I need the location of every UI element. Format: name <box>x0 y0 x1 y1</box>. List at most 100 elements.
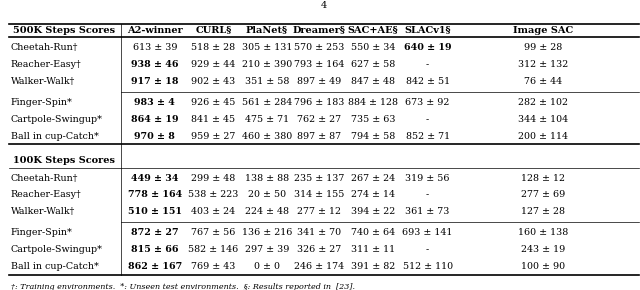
Text: 847 ± 48: 847 ± 48 <box>351 77 395 86</box>
Text: 274 ± 14: 274 ± 14 <box>351 191 395 200</box>
Text: Dreamer§: Dreamer§ <box>293 26 346 35</box>
Text: 311 ± 11: 311 ± 11 <box>351 245 395 254</box>
Text: -: - <box>426 245 429 254</box>
Text: 297 ± 39: 297 ± 39 <box>245 245 289 254</box>
Text: 841 ± 45: 841 ± 45 <box>191 115 236 124</box>
Text: 403 ± 24: 403 ± 24 <box>191 207 236 216</box>
Text: 561 ± 284: 561 ± 284 <box>242 98 292 107</box>
Text: Ball in cup-Catch*: Ball in cup-Catch* <box>11 132 99 141</box>
Text: 735 ± 63: 735 ± 63 <box>351 115 395 124</box>
Text: 500K Steps Scores: 500K Steps Scores <box>13 26 115 35</box>
Text: 224 ± 48: 224 ± 48 <box>245 207 289 216</box>
Text: 312 ± 132: 312 ± 132 <box>518 60 568 69</box>
Text: 852 ± 71: 852 ± 71 <box>406 132 450 141</box>
Text: Finger-Spin*: Finger-Spin* <box>11 229 72 238</box>
Text: 767 ± 56: 767 ± 56 <box>191 229 236 238</box>
Text: 793 ± 164: 793 ± 164 <box>294 60 344 69</box>
Text: 391 ± 82: 391 ± 82 <box>351 262 395 271</box>
Text: 897 ± 87: 897 ± 87 <box>297 132 341 141</box>
Text: 512 ± 110: 512 ± 110 <box>403 262 452 271</box>
Text: 319 ± 56: 319 ± 56 <box>405 173 450 182</box>
Text: 864 ± 19: 864 ± 19 <box>131 115 179 124</box>
Text: Image SAC: Image SAC <box>513 26 573 35</box>
Text: 884 ± 128: 884 ± 128 <box>348 98 398 107</box>
Text: 959 ± 27: 959 ± 27 <box>191 132 236 141</box>
Text: 0 ± 0: 0 ± 0 <box>254 262 280 271</box>
Text: Cheetah-Run†: Cheetah-Run† <box>11 43 78 52</box>
Text: 815 ± 66: 815 ± 66 <box>131 245 179 254</box>
Text: 160 ± 138: 160 ± 138 <box>518 229 568 238</box>
Text: 929 ± 44: 929 ± 44 <box>191 60 236 69</box>
Text: 299 ± 48: 299 ± 48 <box>191 173 236 182</box>
Text: 550 ± 34: 550 ± 34 <box>351 43 395 52</box>
Text: -: - <box>426 191 429 200</box>
Text: 970 ± 8: 970 ± 8 <box>134 132 175 141</box>
Text: 862 ± 167: 862 ± 167 <box>128 262 182 271</box>
Text: Reacher-Easy†: Reacher-Easy† <box>11 60 81 69</box>
Text: 872 ± 27: 872 ± 27 <box>131 229 179 238</box>
Text: 20 ± 50: 20 ± 50 <box>248 191 286 200</box>
Text: 361 ± 73: 361 ± 73 <box>405 207 450 216</box>
Text: 449 ± 34: 449 ± 34 <box>131 173 179 182</box>
Text: 762 ± 27: 762 ± 27 <box>297 115 341 124</box>
Text: Cheetah-Run†: Cheetah-Run† <box>11 173 78 182</box>
Text: 794 ± 58: 794 ± 58 <box>351 132 395 141</box>
Text: 138 ± 88: 138 ± 88 <box>245 173 289 182</box>
Text: 673 ± 92: 673 ± 92 <box>405 98 450 107</box>
Text: 926 ± 45: 926 ± 45 <box>191 98 236 107</box>
Text: 740 ± 64: 740 ± 64 <box>351 229 395 238</box>
Text: †: Training environments.  *: Unseen test environments.  §: Results reported in : †: Training environments. *: Unseen test… <box>11 283 355 290</box>
Text: Cartpole-Swingup*: Cartpole-Swingup* <box>11 115 102 124</box>
Text: 842 ± 51: 842 ± 51 <box>406 77 450 86</box>
Text: Finger-Spin*: Finger-Spin* <box>11 98 72 107</box>
Text: 983 ± 4: 983 ± 4 <box>134 98 175 107</box>
Text: 778 ± 164: 778 ± 164 <box>128 191 182 200</box>
Text: 100K Steps Scores: 100K Steps Scores <box>13 156 115 165</box>
Text: 282 ± 102: 282 ± 102 <box>518 98 568 107</box>
Text: 796 ± 183: 796 ± 183 <box>294 98 344 107</box>
Text: Cartpole-Swingup*: Cartpole-Swingup* <box>11 245 102 254</box>
Text: 897 ± 49: 897 ± 49 <box>297 77 341 86</box>
Text: 235 ± 137: 235 ± 137 <box>294 173 344 182</box>
Text: SAC+AE§: SAC+AE§ <box>348 26 398 35</box>
Text: 210 ± 390: 210 ± 390 <box>242 60 292 69</box>
Text: -: - <box>426 115 429 124</box>
Text: Ball in cup-Catch*: Ball in cup-Catch* <box>11 262 99 271</box>
Text: 475 ± 71: 475 ± 71 <box>245 115 289 124</box>
Text: 769 ± 43: 769 ± 43 <box>191 262 236 271</box>
Text: 136 ± 216: 136 ± 216 <box>242 229 292 238</box>
Text: 76 ± 44: 76 ± 44 <box>524 77 562 86</box>
Text: 100 ± 90: 100 ± 90 <box>521 262 565 271</box>
Text: -: - <box>426 60 429 69</box>
Text: 305 ± 131: 305 ± 131 <box>242 43 292 52</box>
Text: 460 ± 380: 460 ± 380 <box>242 132 292 141</box>
Text: 938 ± 46: 938 ± 46 <box>131 60 179 69</box>
Text: 314 ± 155: 314 ± 155 <box>294 191 344 200</box>
Text: 277 ± 69: 277 ± 69 <box>521 191 565 200</box>
Text: Reacher-Easy†: Reacher-Easy† <box>11 191 81 200</box>
Text: 640 ± 19: 640 ± 19 <box>404 43 451 52</box>
Text: 246 ± 174: 246 ± 174 <box>294 262 344 271</box>
Text: 200 ± 114: 200 ± 114 <box>518 132 568 141</box>
Text: 582 ± 146: 582 ± 146 <box>188 245 239 254</box>
Text: 510 ± 151: 510 ± 151 <box>128 207 182 216</box>
Text: 267 ± 24: 267 ± 24 <box>351 173 395 182</box>
Text: 693 ± 141: 693 ± 141 <box>403 229 453 238</box>
Text: Walker-Walk†: Walker-Walk† <box>11 207 75 216</box>
Text: A2-winner: A2-winner <box>127 26 183 35</box>
Text: 613 ± 39: 613 ± 39 <box>132 43 177 52</box>
Text: 917 ± 18: 917 ± 18 <box>131 77 179 86</box>
Text: 341 ± 70: 341 ± 70 <box>297 229 341 238</box>
Text: 243 ± 19: 243 ± 19 <box>521 245 565 254</box>
Text: PlaNet§: PlaNet§ <box>246 26 288 35</box>
Text: 99 ± 28: 99 ± 28 <box>524 43 562 52</box>
Text: 627 ± 58: 627 ± 58 <box>351 60 395 69</box>
Text: 394 ± 22: 394 ± 22 <box>351 207 395 216</box>
Text: 570 ± 253: 570 ± 253 <box>294 43 344 52</box>
Text: Walker-Walk†: Walker-Walk† <box>11 77 75 86</box>
Text: 902 ± 43: 902 ± 43 <box>191 77 236 86</box>
Text: 518 ± 28: 518 ± 28 <box>191 43 236 52</box>
Text: 127 ± 28: 127 ± 28 <box>521 207 565 216</box>
Text: 277 ± 12: 277 ± 12 <box>298 207 341 216</box>
Text: CURL§: CURL§ <box>195 26 232 35</box>
